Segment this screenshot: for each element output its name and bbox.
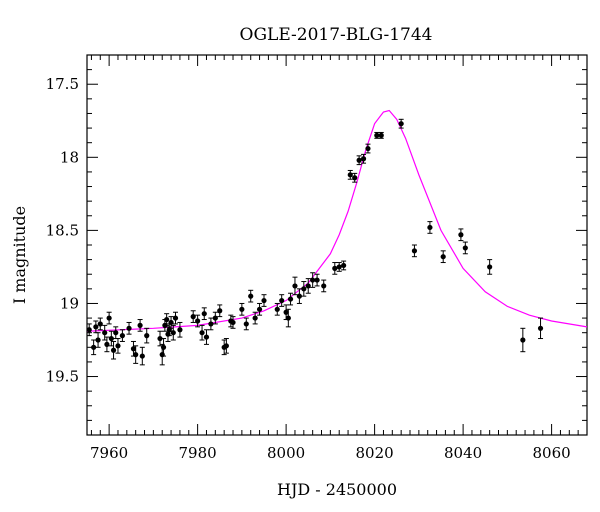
y-tick-label: 18 [60,148,79,166]
model-curve [86,109,588,332]
data-point [93,324,99,330]
chart-title: OGLE-2017-BLG-1744 [240,25,433,45]
x-tick-label: 8060 [533,444,571,462]
data-point [126,325,132,331]
data-point [160,344,167,350]
data-points-group [86,118,544,366]
x-tick-label: 8000 [267,444,305,462]
data-point [208,321,214,327]
data-point [164,316,170,323]
data-point [321,283,327,289]
x-axis-label: HJD - 2450000 [277,480,397,499]
data-point [108,335,114,342]
data-point [113,330,119,336]
data-point [537,325,544,331]
y-tick-label: 18.5 [46,221,79,239]
data-point [137,322,143,328]
data-point [133,352,139,358]
x-tick-label: 8020 [356,444,394,462]
data-point [378,132,384,138]
data-point [248,293,254,299]
model-curve-group [86,109,588,332]
data-point [356,157,362,163]
data-point [195,318,201,324]
data-point [170,330,176,336]
data-point [487,264,493,270]
data-point [252,315,258,321]
data-point [462,245,468,251]
data-point [223,343,229,349]
data-point [91,344,97,350]
data-point [199,330,205,336]
data-point [139,353,145,359]
data-point [292,283,298,289]
data-point [360,156,367,162]
y-axis-label: I magnitude [10,206,29,304]
data-point [190,314,196,320]
data-point [144,333,150,339]
x-tick-label: 7980 [179,444,217,462]
data-point [177,327,183,333]
data-point [283,309,289,315]
data-point [285,315,291,321]
data-point [256,306,263,312]
data-point [440,254,446,260]
data-point [104,341,110,347]
data-point [365,145,371,152]
data-point [301,286,307,292]
data-point [398,121,404,127]
data-point [172,315,179,321]
plot-axes: 7960 7980 8000 8020 8040 8060 17.5 18 18.5 19 19.5 [46,54,588,462]
data-point [97,321,103,327]
data-point [427,224,433,231]
data-point [347,172,353,178]
data-point [458,232,464,238]
data-point [86,327,92,333]
data-point [106,315,112,321]
data-point [296,293,302,299]
data-point [168,319,174,326]
data-point [279,297,285,304]
y-tick-label: 19.5 [46,368,79,386]
data-point [230,319,236,326]
data-point [287,296,294,302]
data-point [341,262,347,269]
data-point [239,306,245,312]
data-point [243,321,249,327]
plot-frame [86,54,588,436]
data-point [119,333,125,339]
data-point [212,315,218,321]
x-tick-label: 8040 [444,444,482,462]
data-point [305,283,311,289]
data-point [352,175,358,181]
data-point [374,132,380,138]
data-point [411,248,418,254]
data-point [332,265,338,271]
data-point [102,330,108,336]
data-point [520,337,526,343]
data-point [201,311,207,317]
data-point [314,277,320,283]
data-point [217,308,223,314]
x-tick-label: 7960 [90,444,128,462]
y-tick-label: 17.5 [46,75,79,93]
data-point [110,347,117,353]
y-tick-label: 19 [60,294,79,312]
data-point [274,306,280,312]
data-point [310,277,316,283]
data-point [203,334,210,340]
data-point [95,337,101,343]
data-point [157,335,163,342]
data-point [130,346,137,352]
data-point [115,343,121,349]
data-point [261,297,267,304]
data-point [336,264,342,270]
